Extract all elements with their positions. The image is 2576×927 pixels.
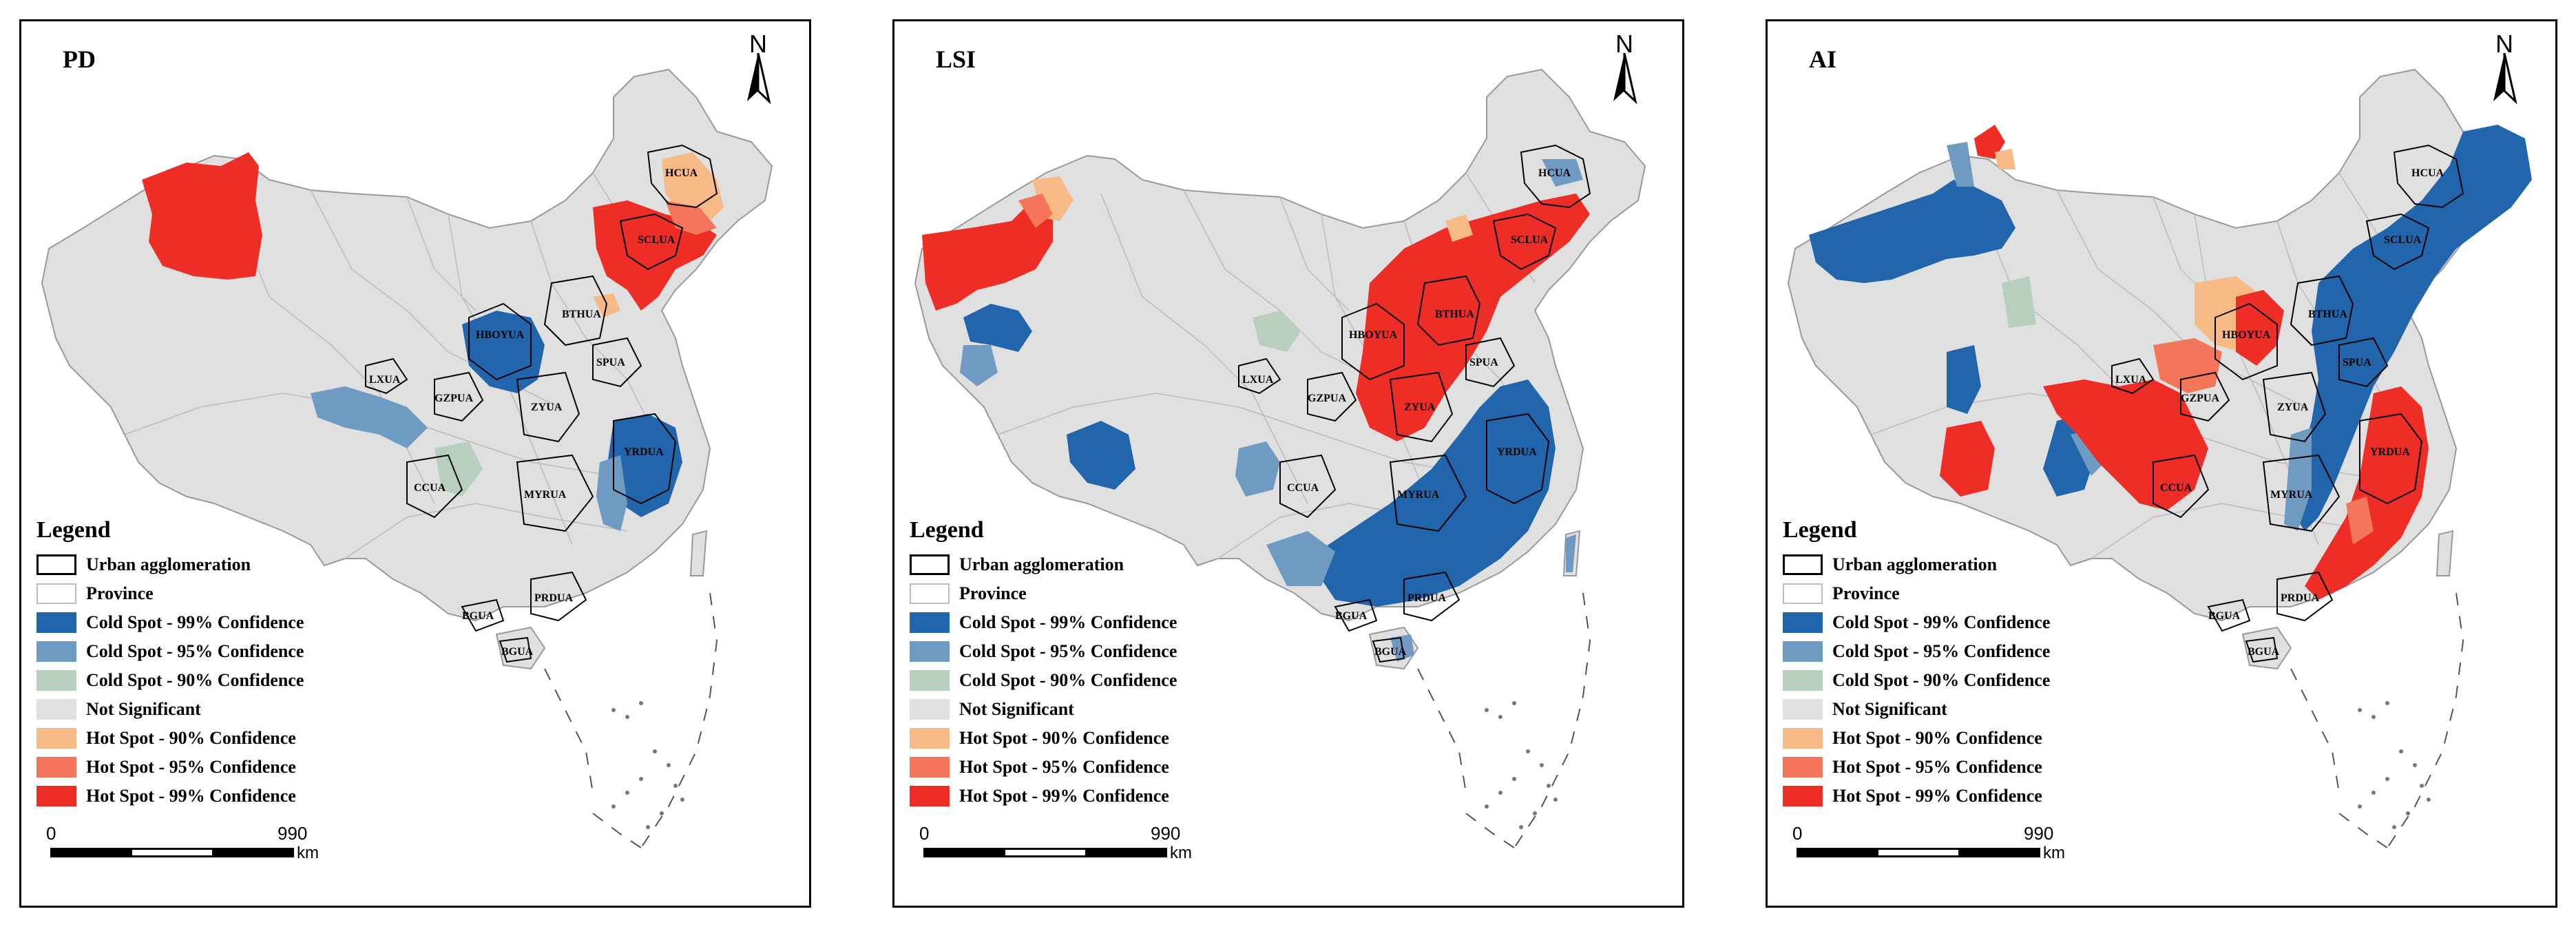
scale-unit: km (1170, 844, 1192, 862)
north-arrow: N (2484, 30, 2539, 119)
legend-item: Cold Spot - 99% Confidence (910, 608, 1177, 637)
hot-90-north (1445, 214, 1473, 242)
cold-95-south (1266, 531, 1335, 586)
china-map (914, 69, 1646, 848)
hot-95-southeast (2346, 497, 2374, 545)
hot-95-xinjiang (1018, 194, 1053, 228)
legend-item: Cold Spot - 99% Confidence (1783, 608, 2050, 637)
legend-item: Cold Spot - 95% Confidence (36, 637, 304, 666)
hot-99-xinjiang (142, 152, 262, 280)
hot-99-xinjiang (922, 200, 1053, 311)
legend-item: Hot Spot - 95% Confidence (36, 753, 304, 782)
legend-item: Cold Spot - 95% Confidence (1783, 637, 2050, 666)
legend-title: Legend (1783, 517, 1857, 543)
legend-item: Not Significant (910, 695, 1177, 724)
legend-item: Urban agglomeration (910, 550, 1177, 579)
hot-99-centre (2043, 379, 2208, 510)
legend-item: Hot Spot - 95% Confidence (910, 753, 1177, 782)
legend-item: Hot Spot - 90% Confidence (36, 724, 304, 753)
panel-title: LSI (936, 45, 976, 73)
cold-95-taiwan (1566, 534, 1576, 572)
cold-95-yrdua (596, 455, 627, 531)
cold-99-tarim (963, 304, 1032, 352)
cold-99-tibet-a (1947, 345, 1981, 414)
china-map (41, 69, 773, 848)
cold-90-north (1253, 311, 1301, 352)
scale-start: 0 (1792, 823, 1803, 844)
cold-99-east (2291, 125, 2532, 531)
map-panel-lsi: LSI N Legend Urban agglomeration Provinc… (892, 19, 1684, 908)
scale-unit: km (297, 844, 319, 862)
legend-item: Hot Spot - 99% Confidence (36, 782, 304, 811)
cold-95-northwest (1947, 142, 1974, 187)
legend-item: Province (1783, 579, 2050, 608)
north-arrow: N (1604, 30, 1659, 119)
scale-end: 990 (1151, 823, 1181, 844)
scale-start: 0 (46, 823, 56, 844)
legend: Legend Urban agglomeration Province Cold… (1783, 517, 2050, 811)
legend-item: Province (910, 579, 1177, 608)
legend-item: Not Significant (36, 695, 304, 724)
legend-item: Urban agglomeration (36, 550, 304, 579)
hot-99-hboyua (2236, 290, 2284, 366)
north-arrow-icon (1613, 53, 1637, 105)
hot-95-centre (2153, 338, 2222, 393)
cold-95-west (311, 386, 428, 448)
legend-item: Province (36, 579, 304, 608)
legend-item: Cold Spot - 99% Confidence (36, 608, 304, 637)
hot-99-southwest (1940, 421, 1995, 497)
legend-item: Hot Spot - 99% Confidence (910, 782, 1177, 811)
cold-90-qinghai (2002, 276, 2036, 328)
legend-item: Hot Spot - 90% Confidence (910, 724, 1177, 753)
scale-start: 0 (919, 823, 930, 844)
legend-item: Cold Spot - 95% Confidence (910, 637, 1177, 666)
cold-99-northwest (1809, 180, 2015, 283)
legend-title: Legend (36, 517, 111, 543)
legend: Legend Urban agglomeration Province Cold… (36, 517, 304, 811)
scale-end: 990 (278, 823, 308, 844)
cold-95-sw (1235, 441, 1280, 497)
north-arrow-icon (2493, 53, 2517, 105)
map-panel-pd: PD N Legend Urban agglomeration Province… (19, 19, 811, 908)
map-panel-ai: AI N Legend Urban agglomeration Province… (1766, 19, 2557, 908)
hot-99-north (1974, 125, 2005, 159)
scale-unit: km (2043, 844, 2065, 862)
cold-99-tibet (1067, 421, 1135, 490)
cold-95-east (2284, 428, 2312, 531)
scale-end: 990 (2024, 823, 2054, 844)
legend-item: Cold Spot - 90% Confidence (910, 666, 1177, 695)
panel-title: AI (1809, 45, 1837, 73)
legend: Legend Urban agglomeration Province Cold… (910, 517, 1177, 811)
north-arrow: N (737, 30, 793, 119)
north-arrow-icon (747, 53, 771, 105)
legend-item: Hot Spot - 99% Confidence (1783, 782, 2050, 811)
legend-item: Cold Spot - 90% Confidence (36, 666, 304, 695)
legend-item: Hot Spot - 95% Confidence (1783, 753, 2050, 782)
legend-title: Legend (910, 517, 984, 543)
legend-item: Cold Spot - 90% Confidence (1783, 666, 2050, 695)
legend-item: Not Significant (1783, 695, 2050, 724)
panel-title: PD (63, 45, 96, 73)
hot-90-north (1995, 149, 2015, 169)
legend-item: Urban agglomeration (1783, 550, 2050, 579)
cold-95-xinjiang (960, 345, 998, 386)
legend-item: Hot Spot - 90% Confidence (1783, 724, 2050, 753)
china-map (1788, 69, 2532, 848)
